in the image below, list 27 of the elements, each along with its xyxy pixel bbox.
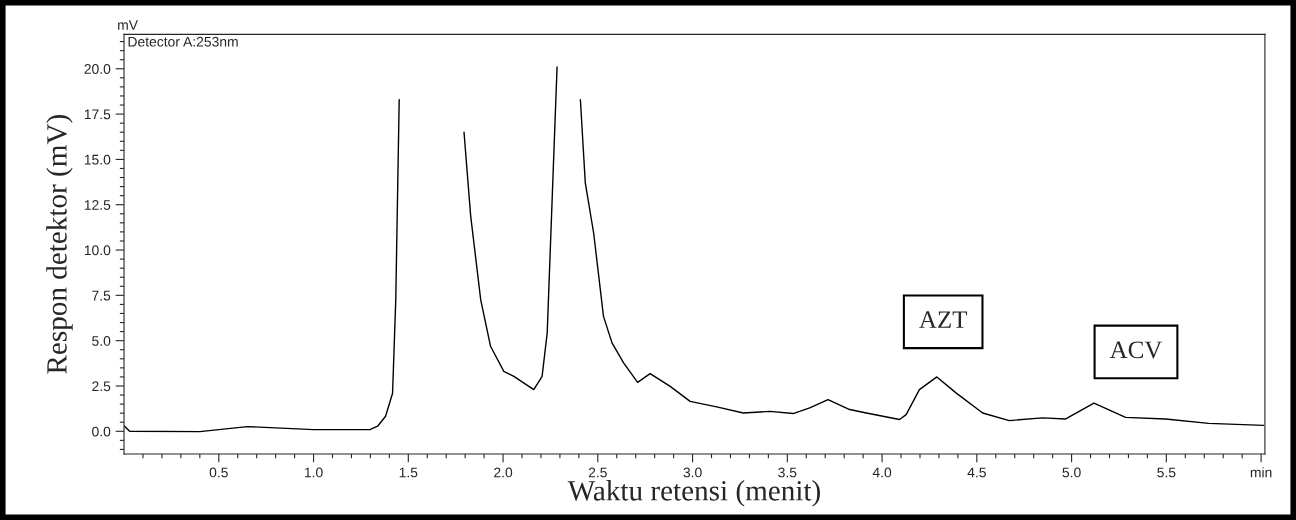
y-tick-label: 15.0 bbox=[84, 154, 111, 165]
x-tick-label: 3.0 bbox=[683, 467, 702, 478]
y-axis-title: Respon detektor (mV) bbox=[46, 115, 73, 374]
x-tick-label: min bbox=[1250, 467, 1272, 478]
y-tick-label: 7.5 bbox=[92, 290, 111, 301]
x-tick-label: 2.5 bbox=[588, 467, 607, 478]
y-tick-label: 0.0 bbox=[92, 426, 111, 437]
annotation: AZT bbox=[919, 311, 968, 328]
x-tick-label: 4.5 bbox=[967, 467, 986, 478]
x-tick-label: 5.0 bbox=[1062, 467, 1081, 478]
annotation: ACV bbox=[1109, 341, 1163, 359]
x-tick-label: 4.0 bbox=[872, 467, 892, 478]
y-tick-label: 12.5 bbox=[84, 200, 111, 210]
y-tick-label: 2.5 bbox=[92, 381, 111, 392]
y-tick-label: 17.5 bbox=[84, 109, 111, 120]
y-tick-label: 20.0 bbox=[84, 64, 111, 74]
x-axis-title: Waktu retensi (menit) bbox=[567, 480, 820, 507]
y-tick-label: 10.0 bbox=[84, 245, 111, 256]
text: mV bbox=[118, 20, 138, 30]
x-tick-label: 1.0 bbox=[304, 467, 323, 478]
annotation: Detector A:253nm bbox=[128, 36, 238, 47]
y-tick-label: 5.0 bbox=[92, 336, 111, 346]
x-tick-label: 3.5 bbox=[778, 467, 797, 478]
x-tick-label: 1.5 bbox=[399, 467, 418, 478]
x-tick-label: 2.0 bbox=[494, 467, 513, 478]
x-tick-label: 0.5 bbox=[209, 467, 228, 478]
x-tick-label: 5.5 bbox=[1157, 467, 1176, 478]
